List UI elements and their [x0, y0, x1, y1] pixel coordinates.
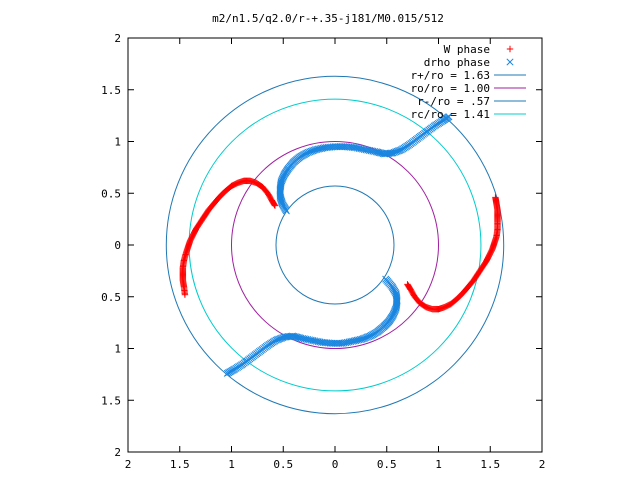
y-tick-label-7: 1.5	[101, 394, 121, 407]
point-1-1-74	[335, 339, 343, 347]
point-1-1-76	[331, 339, 339, 347]
circle-2	[275, 185, 395, 305]
point-1-1-98	[294, 333, 302, 342]
circle-3	[188, 98, 482, 392]
point-1-1-75	[333, 339, 341, 347]
point-1-0-72	[331, 143, 339, 151]
x-tick-label-0: 2	[125, 458, 132, 471]
point-0-1-150	[404, 281, 411, 288]
x-tick-label-8: 2	[539, 458, 546, 471]
y-tick-label-1: 1.5	[101, 84, 121, 97]
point-0-0-150	[271, 202, 279, 209]
series-0	[179, 177, 501, 313]
point-1-1-72	[338, 339, 346, 347]
y-tick-label-3: 0.5	[101, 187, 121, 200]
x-tick-label-2: 1	[228, 458, 235, 471]
point-1-1-106	[283, 333, 291, 341]
x-tick-label-3: 0.5	[273, 458, 293, 471]
y-tick-label-6: 1	[114, 343, 121, 356]
legend-label-s0: W phase	[444, 43, 490, 56]
point-0-0-149	[271, 201, 278, 209]
point-1-0-96	[372, 148, 380, 156]
y-tick-label-2: 1	[114, 136, 121, 149]
chart-title: m2/n1.5/q2.0/r-+.35-j181/M0.015/512	[212, 12, 444, 25]
data-series	[179, 113, 501, 377]
point-1-1-73	[336, 339, 345, 347]
legend-label-c0: r+/ro = 1.63	[411, 69, 490, 82]
point-1-1-107	[282, 333, 290, 341]
point-1-0-73	[333, 143, 341, 151]
x-tick-label-4: 0	[332, 458, 339, 471]
point-1-1-96	[297, 334, 305, 342]
point-1-0-106	[386, 149, 394, 157]
series-1	[223, 113, 453, 377]
point-1-0-76	[338, 143, 346, 151]
x-tick-label-5: 0.5	[377, 458, 397, 471]
circle-0	[165, 75, 505, 415]
point-1-1-150	[223, 369, 231, 377]
legend-label-c3: rc/ro = 1.41	[411, 108, 490, 121]
point-1-0-75	[336, 143, 344, 151]
reference-circles	[165, 75, 505, 415]
y-tick-label-5: 0.5	[101, 291, 121, 304]
legend-sample-s0	[506, 45, 514, 53]
point-1-0-107	[388, 149, 396, 157]
point-0-1-149	[404, 281, 412, 289]
axis-ticks: 2 1.5 1 0.5 0 0.5 1 1.5 221.510.500.511.52	[101, 32, 545, 471]
point-1-0-74	[334, 143, 343, 151]
x-tick-label-1: 1.5	[170, 458, 190, 471]
point-1-0-98	[375, 148, 383, 157]
y-tick-label-0: 2	[114, 32, 121, 45]
x-tick-label-7: 1.5	[480, 458, 500, 471]
x-tick-label-6: 1	[435, 458, 442, 471]
point-1-1-97	[295, 334, 304, 342]
point-1-0-97	[374, 148, 382, 156]
y-tick-label-8: 2	[114, 446, 121, 459]
legend-sample-s1	[506, 58, 514, 66]
legend-label-c1: ro/ro = 1.00	[411, 82, 490, 95]
point-1-0-150	[445, 113, 453, 121]
y-tick-label-4: 0	[114, 239, 121, 252]
legend-label-c2: r-/ro = .57	[417, 95, 490, 108]
circle-1	[231, 141, 439, 349]
legend-label-s1: drho phase	[424, 56, 490, 69]
